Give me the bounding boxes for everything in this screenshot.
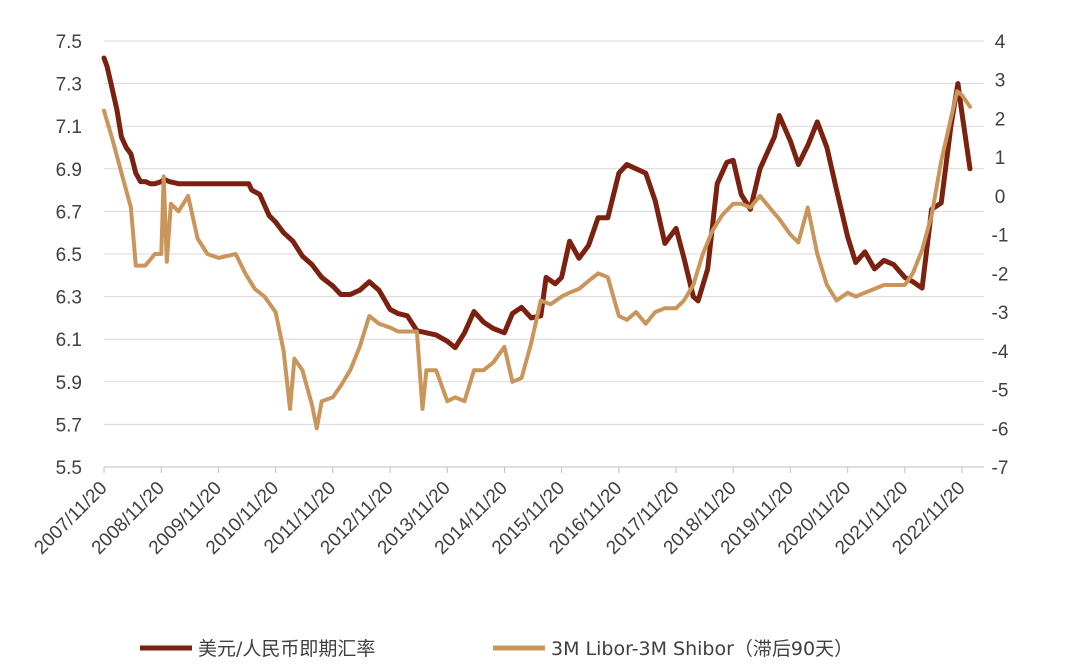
y-left-tick-label: 6.9 [56, 160, 82, 181]
legend: 美元/人民币即期汇率 3M Libor-3M Shibor（滞后90天） [140, 638, 853, 660]
y-right-tick-label: -5 [992, 381, 1009, 402]
y-right-tick-label: -1 [992, 226, 1009, 247]
y-right-tick-label: 2 [995, 109, 1006, 130]
y-left-tick-label: 5.7 [56, 415, 82, 436]
y-left-tick-label: 6.3 [56, 288, 82, 309]
y-left-tick-label: 7.5 [56, 32, 82, 53]
y-left-tick-label: 7.3 [56, 75, 82, 96]
y-left-tick-label: 6.7 [56, 202, 82, 223]
series-lines [101, 55, 973, 431]
y-right-tick-label: 3 [995, 71, 1006, 92]
y-right-tick-label: 1 [995, 148, 1006, 169]
y-right-tick-label: -7 [992, 458, 1009, 479]
legend-label-spread: 3M Libor-3M Shibor（滞后90天） [551, 638, 853, 660]
gridlines [104, 40, 984, 425]
series-line-fx [101, 55, 973, 351]
y-right-tick-label: 0 [995, 187, 1006, 208]
y-left-tick-label: 7.1 [56, 117, 82, 138]
legend-label-fx: 美元/人民币即期汇率 [198, 638, 375, 660]
y-left-tick-label: 5.9 [56, 373, 82, 394]
y-right-tick-label: -6 [992, 419, 1009, 440]
y-right-tick-label: -2 [992, 264, 1009, 285]
y-right-tick-label: 4 [995, 32, 1006, 53]
series-line-spread [102, 89, 972, 431]
y-left-tick-label: 6.1 [56, 330, 82, 351]
y-right-tick-label: -3 [992, 303, 1009, 324]
y-left-tick-label: 6.5 [56, 245, 82, 266]
y-left-tick-label: 5.5 [56, 458, 82, 479]
y-right-tick-label: -4 [992, 342, 1009, 363]
